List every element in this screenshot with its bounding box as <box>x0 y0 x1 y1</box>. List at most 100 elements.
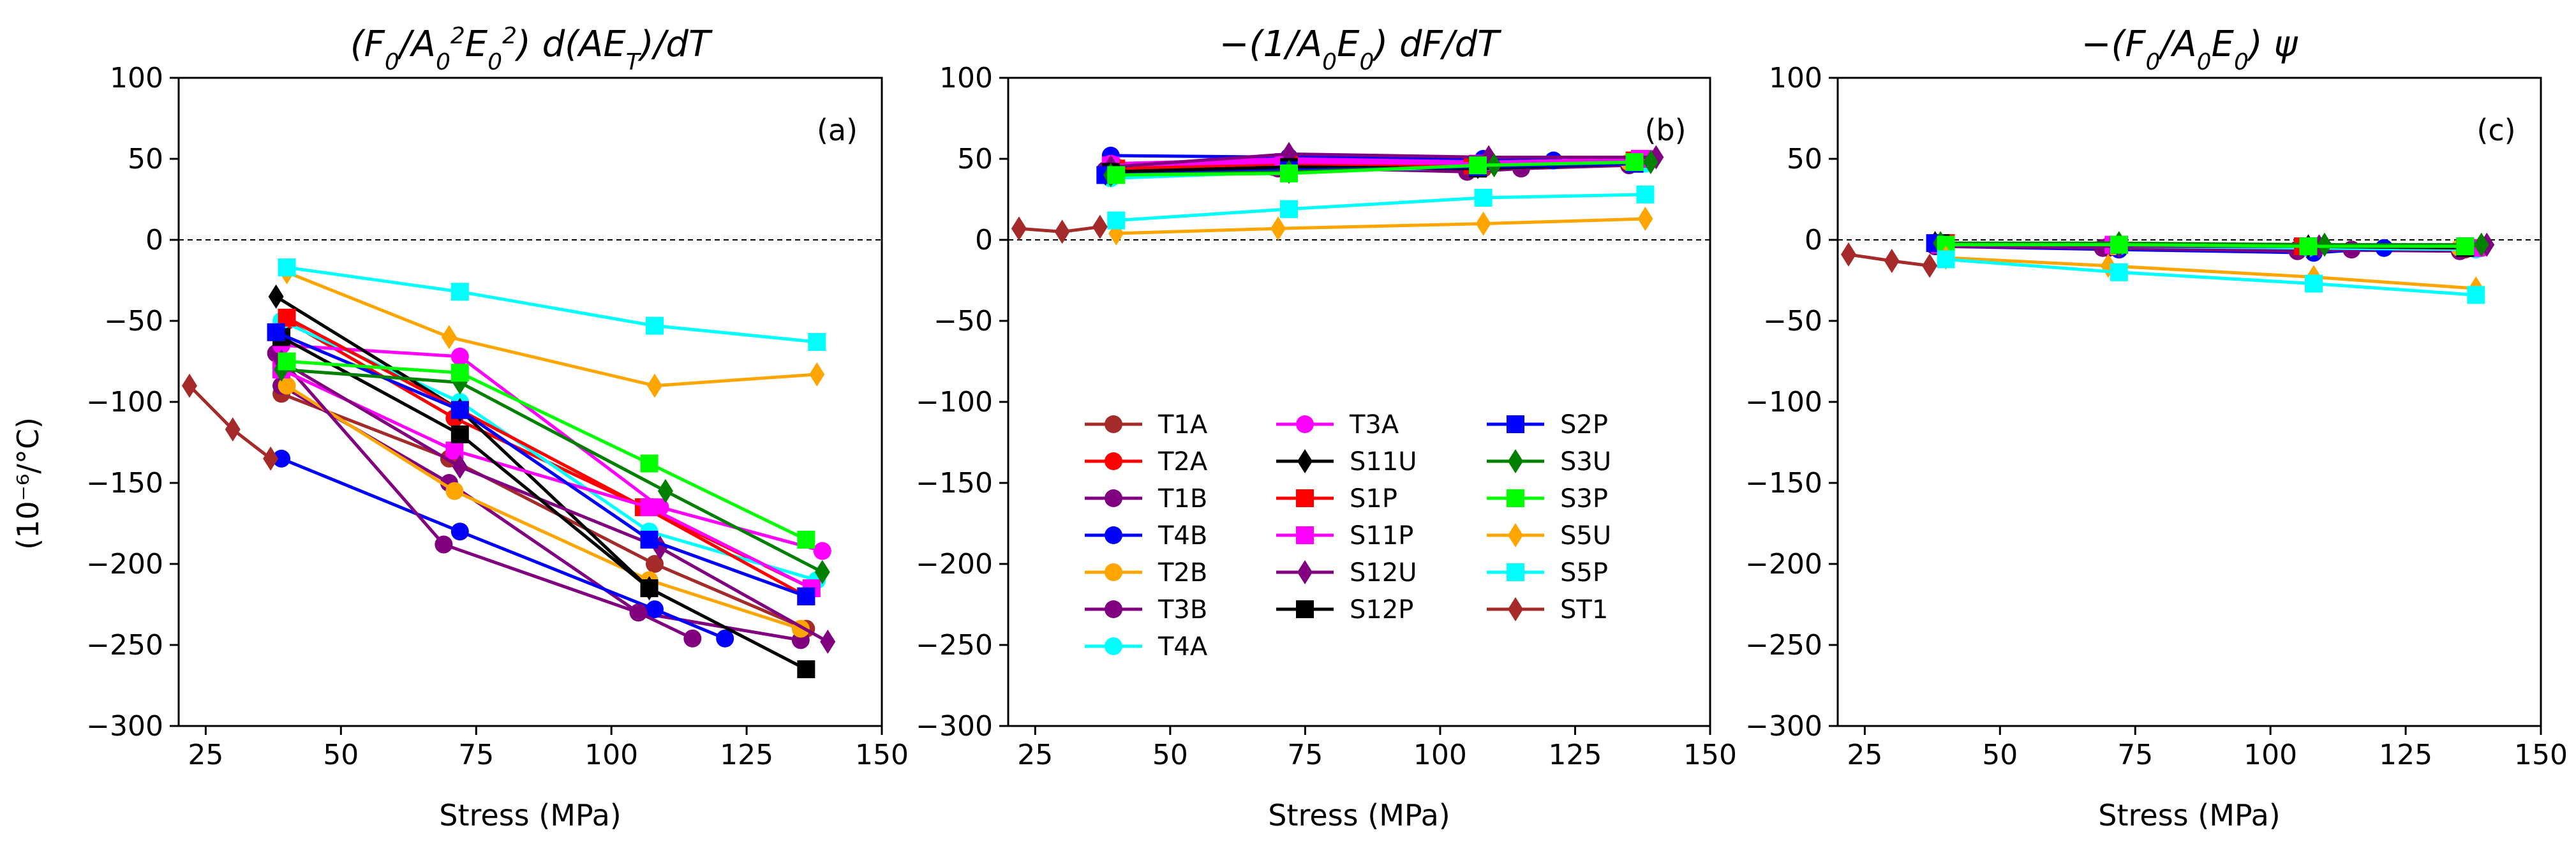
series-line-s5u <box>286 270 817 388</box>
x-tick-label: 50 <box>1152 739 1188 771</box>
series-line-s1p <box>286 316 807 598</box>
data-point-st1 <box>1011 216 1027 241</box>
legend-marker <box>1507 415 1524 433</box>
y-tick-label: 100 <box>1769 62 1822 94</box>
data-point-st1 <box>1092 214 1108 239</box>
legend-item-s3u: S3U <box>1487 447 1611 477</box>
x-tick-label: 50 <box>323 739 359 771</box>
legend-marker <box>1508 597 1523 621</box>
data-point-s3u <box>814 559 830 584</box>
legend-marker <box>1105 600 1122 618</box>
data-point-s5p <box>808 333 826 352</box>
series-line-t3b <box>274 352 694 640</box>
legend-label: S5U <box>1560 521 1611 551</box>
data-point-s3u <box>657 478 673 503</box>
y-tick-label: 100 <box>939 62 993 94</box>
y-tick-label: 0 <box>975 224 993 256</box>
data-point-t3b <box>683 629 702 648</box>
y-tick-label: −300 <box>1745 710 1822 743</box>
data-point-s3u <box>1642 150 1658 175</box>
y-axis-label: (10⁻⁶/°C) <box>11 417 45 550</box>
data-point-st1 <box>181 373 197 398</box>
data-point-t3b <box>435 535 453 554</box>
x-tick-label: 125 <box>2379 739 2432 771</box>
y-tick-label: −200 <box>1745 548 1822 581</box>
legend-label: S3P <box>1560 484 1608 514</box>
data-point-s5p <box>2110 263 2128 281</box>
data-point-s3p <box>278 352 296 371</box>
y-tick-label: −150 <box>916 467 993 500</box>
legend-label: S12P <box>1350 595 1413 625</box>
data-point-t1a <box>645 555 664 573</box>
series-line-s12u <box>280 360 829 644</box>
series-line-s2p <box>275 330 807 598</box>
data-point-s5p <box>450 283 469 301</box>
legend-marker <box>1507 489 1524 507</box>
data-point-t4b <box>645 600 664 619</box>
series-line-s12u <box>1110 152 1657 169</box>
data-point-t4b <box>450 522 469 541</box>
panel-title: −(1/A0E0) dF/dT <box>1219 24 1502 75</box>
legend-item-s11p: S11P <box>1276 521 1413 551</box>
legend-marker <box>1507 563 1524 581</box>
legend-marker <box>1105 637 1122 655</box>
series-line-s3p <box>1946 243 2466 248</box>
legend-item-t3a: T3A <box>1276 410 1399 440</box>
x-tick-label: 25 <box>1847 739 1882 771</box>
y-tick-label: −50 <box>104 305 163 337</box>
data-point-t4b <box>716 629 734 648</box>
legend-item-t4b: T4B <box>1085 521 1207 551</box>
legend-label: T1B <box>1158 484 1207 514</box>
legend-label: T4A <box>1158 632 1208 662</box>
data-point-s3p <box>1280 164 1298 182</box>
x-axis-label: Stress (MPa) <box>2098 798 2280 833</box>
data-point-t2b <box>278 376 296 395</box>
data-point-s12p <box>450 425 469 443</box>
y-tick-label: −100 <box>1745 386 1822 418</box>
data-point-s3u <box>2473 232 2489 257</box>
legend-item-s1p: S1P <box>1276 484 1397 514</box>
legend-label: S12U <box>1350 558 1417 588</box>
legend-marker <box>1297 449 1313 473</box>
x-tick-label: 75 <box>458 739 494 771</box>
data-point-s2p <box>450 401 469 419</box>
x-tick-label: 150 <box>855 739 909 771</box>
legend-marker <box>1105 415 1122 433</box>
panel-letter: (b) <box>1644 113 1686 147</box>
data-point-s5p <box>1107 211 1126 230</box>
legend-label: S11U <box>1350 447 1417 477</box>
data-point-s12p <box>797 660 815 679</box>
legend-item-s12p: S12P <box>1276 595 1413 625</box>
y-tick-label: −200 <box>86 548 163 581</box>
data-point-t3a <box>450 347 469 366</box>
legend-marker <box>1297 560 1313 584</box>
legend-label: ST1 <box>1560 595 1608 625</box>
y-tick-label: −250 <box>1745 629 1822 662</box>
data-point-s3p <box>1625 153 1644 172</box>
legend-label: T2B <box>1158 558 1207 588</box>
plot-frame <box>1836 77 2542 727</box>
y-tick-label: −250 <box>86 629 163 662</box>
data-point-s12p <box>640 579 659 598</box>
data-point-s5p <box>645 316 664 335</box>
x-tick-label: 150 <box>1683 739 1737 771</box>
legend-item-s11u: S11U <box>1276 447 1417 477</box>
y-tick-label: 50 <box>1787 143 1822 175</box>
panel-title: (F0/A02E02) d(AET)/dT <box>350 23 713 75</box>
data-point-s2p <box>640 530 659 549</box>
legend-item-t4a: T4A <box>1085 632 1208 662</box>
x-axis-label: Stress (MPa) <box>439 798 621 833</box>
y-tick-label: 0 <box>145 224 163 256</box>
legend-label: T3A <box>1349 410 1399 440</box>
series-line-s5p <box>1946 257 2476 297</box>
legend-item-t1a: T1A <box>1085 410 1208 440</box>
legend-item-s3p: S3P <box>1487 484 1608 514</box>
legend-item-t2b: T2B <box>1085 558 1207 588</box>
data-point-s3p <box>2299 237 2318 256</box>
data-point-st1 <box>1054 219 1070 244</box>
series-line-s5u <box>1116 217 1646 235</box>
series-line-s3p <box>1116 160 1635 177</box>
legend-marker <box>1105 452 1122 470</box>
legend-label: S11P <box>1350 521 1413 551</box>
